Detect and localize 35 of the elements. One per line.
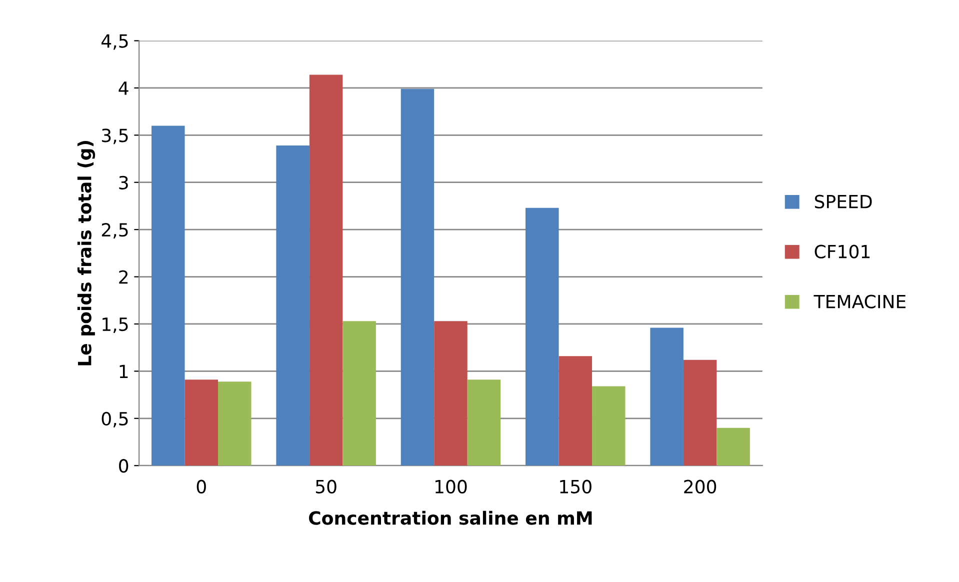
y-tick-label: 3,5 xyxy=(102,128,128,144)
legend-label: TEMACINE xyxy=(814,294,906,308)
y-tick-label: 4,5 xyxy=(102,34,128,50)
y-tick-label: 0 xyxy=(119,459,128,473)
bar xyxy=(342,321,376,466)
legend-label: CF101 xyxy=(814,244,870,258)
y-tick-label: 1 xyxy=(120,364,128,378)
bar xyxy=(218,382,252,466)
y-axis-title: Le poids frais total (g) xyxy=(77,141,96,366)
y-tick-label: 2 xyxy=(119,270,128,284)
y-tick-label: 2,5 xyxy=(102,223,128,239)
x-tick-label: 100 xyxy=(435,480,467,494)
bar xyxy=(558,356,592,466)
x-tick-label: 50 xyxy=(316,480,336,494)
bar xyxy=(716,428,750,466)
x-tick-label: 200 xyxy=(684,480,716,494)
x-axis-title: Concentration saline en mM xyxy=(309,510,592,525)
bar xyxy=(467,380,501,466)
bar xyxy=(184,380,218,466)
bar xyxy=(592,386,626,466)
bar xyxy=(400,88,434,466)
bar xyxy=(650,328,684,466)
y-tick-label: 4 xyxy=(118,82,128,95)
bar xyxy=(276,146,310,466)
bar xyxy=(152,126,185,466)
legend-label: SPEED xyxy=(814,194,872,208)
y-tick-label: 3 xyxy=(119,176,128,190)
y-tick-label: 0,5 xyxy=(102,412,128,428)
bar xyxy=(683,360,717,466)
bar xyxy=(526,208,559,466)
bar xyxy=(309,74,343,466)
x-tick-label: 0 xyxy=(196,480,206,494)
bar xyxy=(434,321,468,466)
y-tick-label: 1,5 xyxy=(102,318,128,333)
x-tick-label: 150 xyxy=(560,480,592,494)
